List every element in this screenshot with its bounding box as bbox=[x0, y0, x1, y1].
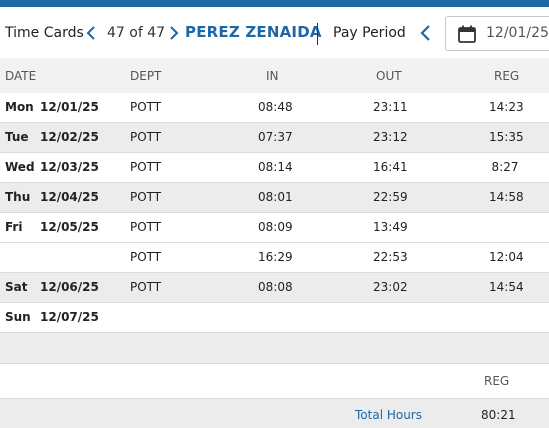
calendar-icon[interactable] bbox=[457, 24, 477, 48]
row-dept: POTT bbox=[130, 220, 162, 234]
row-out-time: 23:02 bbox=[373, 280, 408, 294]
page-title: Time Cards bbox=[5, 25, 84, 41]
row-date: 12/03/25 bbox=[40, 160, 99, 174]
row-in-time: 08:08 bbox=[258, 280, 293, 294]
top-accent-bar bbox=[0, 0, 549, 7]
table-row[interactable]: Sat 12/06/25 POTT 08:08 23:02 14:54 bbox=[0, 273, 549, 303]
row-date: 12/02/25 bbox=[40, 130, 99, 144]
toolbar: Time Cards 47 of 47 PEREZ ZENAIDA Pay Pe… bbox=[0, 7, 549, 58]
row-dept: POTT bbox=[130, 130, 162, 144]
day-of-week: Fri bbox=[5, 220, 23, 234]
row-dept: POTT bbox=[130, 100, 162, 114]
column-header-reg[interactable]: REG bbox=[494, 69, 520, 83]
employee-name-link[interactable]: PEREZ ZENAIDA bbox=[185, 23, 322, 41]
total-hours-label: Total Hours bbox=[355, 408, 422, 422]
row-in-time: 07:37 bbox=[258, 130, 293, 144]
row-out-time: 22:53 bbox=[373, 250, 408, 264]
column-header-in[interactable]: IN bbox=[266, 69, 279, 83]
chevron-right-icon[interactable] bbox=[169, 26, 179, 40]
row-date: 12/06/25 bbox=[40, 280, 99, 294]
row-date: 12/01/25 bbox=[40, 100, 99, 114]
total-hours-value: 80:21 bbox=[481, 408, 516, 422]
row-reg-hours: 14:23 bbox=[489, 100, 524, 114]
row-date: 12/07/25 bbox=[40, 310, 99, 324]
pay-period-label: Pay Period bbox=[333, 25, 406, 41]
row-date: 12/05/25 bbox=[40, 220, 99, 234]
row-in-time: 08:01 bbox=[258, 190, 293, 204]
column-header-dept[interactable]: DEPT bbox=[130, 69, 162, 83]
row-reg-hours: 15:35 bbox=[489, 130, 524, 144]
table-row[interactable]: POTT 16:29 22:53 12:04 bbox=[0, 243, 549, 273]
row-dept: POTT bbox=[130, 250, 162, 264]
column-header-out[interactable]: OUT bbox=[376, 69, 402, 83]
day-of-week: Wed bbox=[5, 160, 35, 174]
row-out-time: 23:11 bbox=[373, 100, 408, 114]
row-out-time: 22:59 bbox=[373, 190, 408, 204]
table-row[interactable]: Sun 12/07/25 bbox=[0, 303, 549, 333]
table-row[interactable]: Tue 12/02/25 POTT 07:37 23:12 15:35 bbox=[0, 123, 549, 153]
pay-period-date-picker[interactable]: 12/01/25 - bbox=[445, 16, 549, 51]
row-in-time: 16:29 bbox=[258, 250, 293, 264]
row-date: 12/04/25 bbox=[40, 190, 99, 204]
row-reg-hours: 8:27 bbox=[491, 160, 519, 174]
row-out-time: 16:41 bbox=[373, 160, 408, 174]
row-dept: POTT bbox=[130, 190, 162, 204]
chevron-left-icon[interactable] bbox=[419, 25, 431, 41]
row-in-time: 08:14 bbox=[258, 160, 293, 174]
row-reg-hours: 12:04 bbox=[489, 250, 524, 264]
column-header-date[interactable]: DATE bbox=[5, 69, 37, 83]
day-of-week: Tue bbox=[5, 130, 29, 144]
toolbar-divider bbox=[317, 23, 318, 45]
day-of-week: Sat bbox=[5, 280, 28, 294]
day-of-week: Sun bbox=[5, 310, 31, 324]
total-hours-row: Total Hours 80:21 bbox=[0, 398, 549, 428]
table-row[interactable]: Mon 12/01/25 POTT 08:48 23:11 14:23 bbox=[0, 93, 549, 123]
row-dept: POTT bbox=[130, 280, 162, 294]
summary-header: REG bbox=[0, 363, 549, 398]
chevron-left-icon[interactable] bbox=[86, 26, 96, 40]
summary-reg-header: REG bbox=[484, 374, 510, 388]
row-reg-hours: 14:54 bbox=[489, 280, 524, 294]
table-row[interactable]: Fri 12/05/25 POTT 08:09 13:49 bbox=[0, 213, 549, 243]
row-out-time: 13:49 bbox=[373, 220, 408, 234]
day-of-week: Thu bbox=[5, 190, 31, 204]
table-spacer-row bbox=[0, 333, 549, 363]
day-of-week: Mon bbox=[5, 100, 34, 114]
record-counter: 47 of 47 bbox=[107, 25, 166, 41]
row-dept: POTT bbox=[130, 160, 162, 174]
row-in-time: 08:09 bbox=[258, 220, 293, 234]
table-row[interactable]: Wed 12/03/25 POTT 08:14 16:41 8:27 bbox=[0, 153, 549, 183]
pay-period-date-value: 12/01/25 - bbox=[486, 25, 549, 41]
row-in-time: 08:48 bbox=[258, 100, 293, 114]
row-out-time: 23:12 bbox=[373, 130, 408, 144]
row-reg-hours: 14:58 bbox=[489, 190, 524, 204]
table-header: DATE DEPT IN OUT REG bbox=[0, 58, 549, 93]
table-row[interactable]: Thu 12/04/25 POTT 08:01 22:59 14:58 bbox=[0, 183, 549, 213]
